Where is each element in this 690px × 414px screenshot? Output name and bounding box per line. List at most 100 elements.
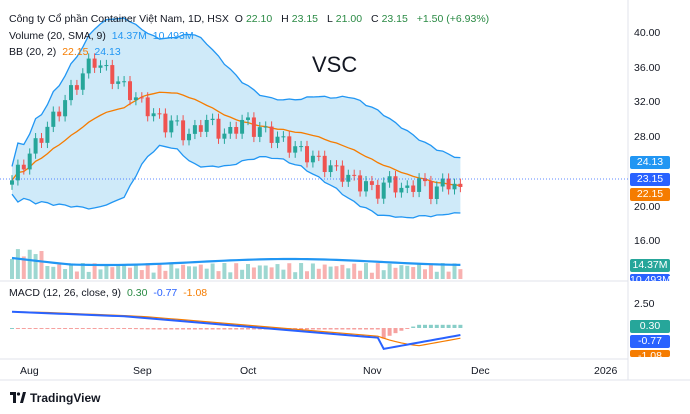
volume-sma-line [11, 256, 461, 267]
volume-bar [151, 272, 156, 279]
candle-body [281, 136, 286, 138]
bb-upper-value: 24.13 [94, 46, 121, 58]
price-axis-label: 40.00 [634, 27, 661, 39]
macd-histogram-bar [122, 328, 127, 329]
bb-basis-value: 22.15 [62, 46, 89, 58]
volume-bar [246, 264, 250, 279]
volume-bar [10, 259, 14, 279]
volume-bar [116, 265, 121, 279]
volume-bar [27, 249, 32, 279]
volume-bar [269, 267, 274, 279]
symbol-legend: Công ty Cổ phần Container Việt Nam, 1D, … [9, 13, 492, 26]
volume-bar [393, 267, 398, 279]
symbol-title: Công ty Cổ phần Container Việt Nam, 1D, … [9, 13, 229, 25]
bb-label: BB (20, 2) [9, 46, 57, 58]
x-axis-label: Oct [240, 365, 257, 377]
bb-legend[interactable]: BB (20, 2) 22.15 24.13 [9, 46, 124, 59]
volume-bar [157, 263, 162, 279]
x-axis-label: Nov [363, 365, 382, 377]
volume-bar [405, 265, 410, 279]
macd-histogram-bar [128, 328, 132, 329]
x-axis-label: Sep [133, 365, 152, 377]
candle-body [86, 58, 91, 74]
macd-histogram-bar [381, 328, 386, 339]
candle-body [157, 113, 162, 115]
tradingview-logo[interactable]: TradingView [10, 391, 100, 405]
macd-histogram-bar [228, 328, 233, 330]
candle-body [387, 176, 392, 183]
macd-histogram-bar [405, 328, 410, 329]
macd-hist-value: 0.30 [126, 287, 148, 299]
candle-body [340, 165, 345, 182]
macd-histogram-bar [440, 324, 445, 328]
candle-body [216, 118, 221, 139]
candle-body [145, 97, 150, 117]
macd-histogram-bar [240, 328, 245, 330]
candle-body [299, 146, 304, 148]
volume-bar [364, 263, 368, 279]
candle-body [15, 164, 20, 181]
macd-line [11, 310, 461, 350]
candle-body [139, 97, 144, 99]
candle-body [116, 81, 121, 84]
price-axis-label: 20.00 [634, 201, 661, 213]
macd-histogram-bar [204, 328, 209, 330]
volume-label: Volume (20, SMA, 9) [9, 30, 106, 42]
macd-histogram-bar [316, 328, 321, 330]
macd-histogram-bar [39, 328, 44, 329]
macd-histogram-bar [393, 328, 398, 334]
close-price-tag: 23.15 [630, 173, 670, 186]
price-axis-label: 32.00 [634, 96, 661, 108]
volume-bar [428, 263, 433, 279]
volume-bar [128, 267, 132, 279]
volume-sma-tag: 10.493M [630, 274, 670, 281]
macd-histogram-bar [15, 328, 20, 329]
macd-histogram-bar [116, 328, 121, 329]
macd-histogram-bar [45, 328, 50, 329]
candle-body [133, 97, 138, 101]
volume-bar [33, 254, 38, 279]
volume-bar [446, 271, 451, 279]
bollinger-basis-line [11, 91, 461, 186]
volume-bar [175, 268, 180, 279]
volume-legend[interactable]: Volume (20, SMA, 9) 14.37M 10.493M [9, 30, 197, 43]
candle-body [187, 133, 191, 141]
macd-histogram-bar [417, 324, 422, 328]
volume-bar [228, 272, 233, 279]
volume-bar [86, 271, 91, 279]
price-axis-label: 36.00 [634, 62, 661, 74]
volume-bar [169, 263, 174, 279]
volume-bar [452, 263, 457, 279]
price-change: +1.50 (+6.93%) [416, 13, 490, 25]
macd-histogram-bar [133, 328, 138, 330]
macd-histogram-bar [181, 328, 186, 330]
volume-bar [369, 272, 374, 279]
volume-bar [417, 264, 422, 279]
candle-body [440, 178, 445, 187]
macd-histogram-bar [63, 328, 68, 329]
macd-histogram-bar [157, 328, 162, 330]
macd-histogram-bar [310, 328, 315, 330]
candle-body [192, 125, 197, 134]
macd-histogram-bar [305, 328, 309, 330]
volume-bar [352, 263, 357, 279]
candle-body [110, 65, 115, 84]
volume-bar [387, 263, 392, 279]
candle-body [74, 85, 79, 90]
candle-body [257, 127, 262, 137]
macd-legend[interactable]: MACD (12, 26, close, 9) 0.30 -0.77 -1.08 [9, 287, 210, 300]
macd-histogram-bar [169, 328, 174, 330]
volume-bar [69, 263, 73, 279]
volume-bar [187, 266, 191, 279]
candle-body [434, 186, 439, 199]
candle-body [263, 126, 268, 128]
macd-histogram-bar [428, 324, 433, 328]
candle-body [251, 117, 256, 137]
macd-histogram-bar [33, 328, 38, 329]
candle-body [364, 181, 368, 192]
volume-bar [251, 267, 256, 279]
candle-body [228, 126, 233, 134]
ohlc-low: L 21.00 [326, 13, 363, 25]
candle-body [334, 165, 339, 167]
